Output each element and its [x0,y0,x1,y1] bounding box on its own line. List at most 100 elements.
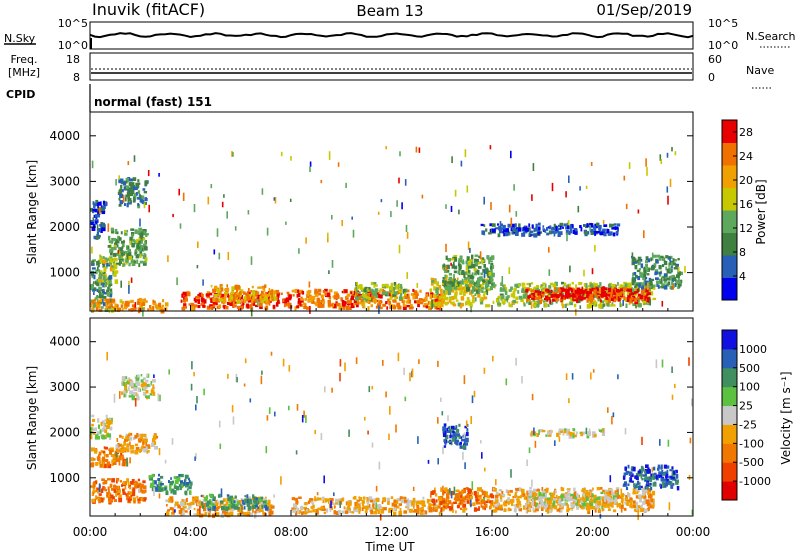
data-cell [565,191,567,197]
data-cell [143,448,146,453]
data-cell [566,233,568,242]
data-cell [129,187,131,191]
data-cell [122,376,125,380]
data-cell [655,271,658,274]
data-cell [152,488,154,491]
data-cell [503,229,507,232]
data-cell [321,180,323,183]
data-cell [330,509,332,512]
data-cell [187,292,191,296]
data-cell [575,309,577,316]
data-cell [468,277,470,281]
data-cell [195,304,197,307]
data-cell [235,226,237,230]
data-cell [526,299,528,302]
y-tick-label: 1000 [49,266,80,280]
data-cell [98,425,100,429]
data-cell [383,507,387,510]
data-cell [126,186,129,189]
data-cell [355,286,357,289]
data-cell [114,499,117,502]
data-cell [535,297,538,300]
data-cell [658,285,660,289]
data-cell [387,501,390,505]
data-cell [523,294,527,298]
data-cell [457,278,459,281]
data-cell [251,308,253,317]
data-cell [119,494,122,498]
data-cell [376,486,378,492]
data-cell [444,296,446,299]
data-cell [431,509,433,513]
data-cell [491,255,494,260]
data-cell [642,501,645,505]
data-cell [224,297,227,299]
data-cell [200,303,202,306]
data-cell [114,247,117,250]
data-cell [306,509,308,511]
data-cell [138,254,140,257]
data-cell [99,280,102,282]
data-cell [636,502,639,506]
data-cell [566,289,569,293]
data-cell [615,285,617,288]
data-cell [474,268,477,271]
data-cell [515,492,517,496]
data-cell [356,282,358,285]
data-cell [221,288,224,292]
data-cell [490,145,492,149]
data-cell [224,288,228,291]
data-cell [136,239,139,243]
data-cell [134,387,136,391]
data-cell [108,223,110,232]
data-cell [632,273,634,277]
data-cell [93,482,96,485]
data-cell [116,263,119,265]
data-cell [204,299,207,303]
data-cell [96,303,98,307]
data-cell [326,508,328,512]
data-cell [653,482,657,486]
data-cell [455,190,457,197]
data-cell [669,257,671,261]
data-cell [668,440,670,447]
data-cell [182,511,184,513]
data-cell [102,260,106,264]
data-cell [658,471,661,475]
data-cell [263,295,266,297]
data-cell [95,200,98,203]
data-cell [314,289,317,292]
data-cell [97,205,99,208]
data-cell [389,286,393,291]
data-cell [240,306,244,310]
data-cell [334,510,337,514]
nsky-label: N.Sky [4,32,36,45]
data-cell [532,394,534,400]
data-cell [209,293,212,296]
data-cell [345,511,349,514]
data-cell [654,255,657,258]
data-cell [481,224,484,226]
data-cell [554,233,556,236]
data-cell [552,294,554,297]
data-cell [298,293,301,297]
data-cell [303,303,305,306]
data-cell [446,493,449,496]
data-cell [629,505,632,508]
data-cell [226,506,230,509]
data-cell [648,507,650,511]
data-cell [478,502,480,505]
data-cell [460,446,463,449]
data-cell [136,192,138,196]
data-cell [609,499,613,503]
data-cell [582,497,584,501]
data-cell [99,272,101,275]
data-cell [394,297,396,300]
data-cell [110,447,114,450]
data-cell [527,295,530,299]
data-cell [130,496,133,499]
data-cell [597,501,601,506]
data-cell [196,396,198,403]
data-cell [292,290,295,293]
data-cell [111,299,115,302]
